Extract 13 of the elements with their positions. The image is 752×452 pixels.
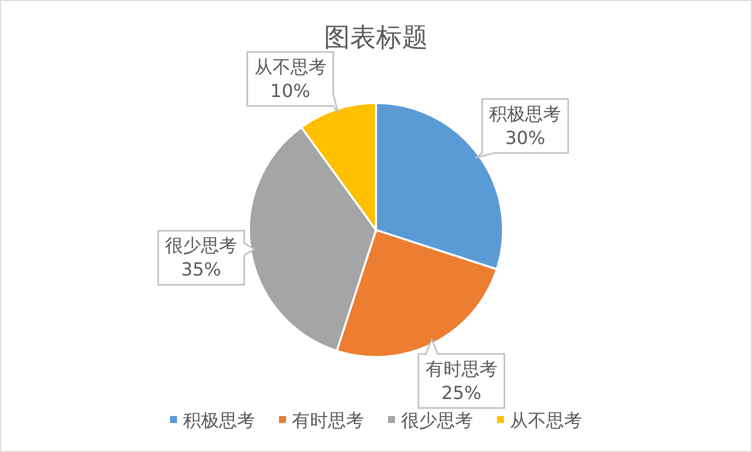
legend-label: 积极思考 <box>183 410 255 432</box>
legend-label: 很少思考 <box>401 410 473 432</box>
data-label: 35% <box>181 260 222 281</box>
slice-label: 积极思考 <box>489 104 562 125</box>
data-label: 25% <box>441 383 482 404</box>
legend-label: 从不思考 <box>510 410 582 432</box>
chart-title: 图表标题 <box>324 23 428 53</box>
slice-label: 从不思考 <box>254 57 326 78</box>
legend-label: 有时思考 <box>292 410 364 432</box>
slice-label: 有时思考 <box>425 359 498 380</box>
data-label: 30% <box>505 128 546 149</box>
data-label: 10% <box>270 81 310 102</box>
slice-label: 很少思考 <box>165 236 238 257</box>
